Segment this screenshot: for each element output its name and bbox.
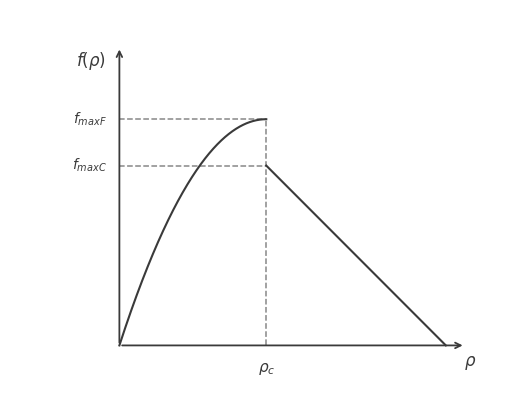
Text: $f(\rho)$: $f(\rho)$ [76, 49, 106, 72]
Text: $f_{maxC}$: $f_{maxC}$ [71, 157, 106, 174]
Text: $f_{maxF}$: $f_{maxF}$ [72, 110, 106, 128]
Text: $\rho$: $\rho$ [464, 354, 477, 372]
Text: $\rho_c$: $\rho_c$ [258, 362, 275, 378]
